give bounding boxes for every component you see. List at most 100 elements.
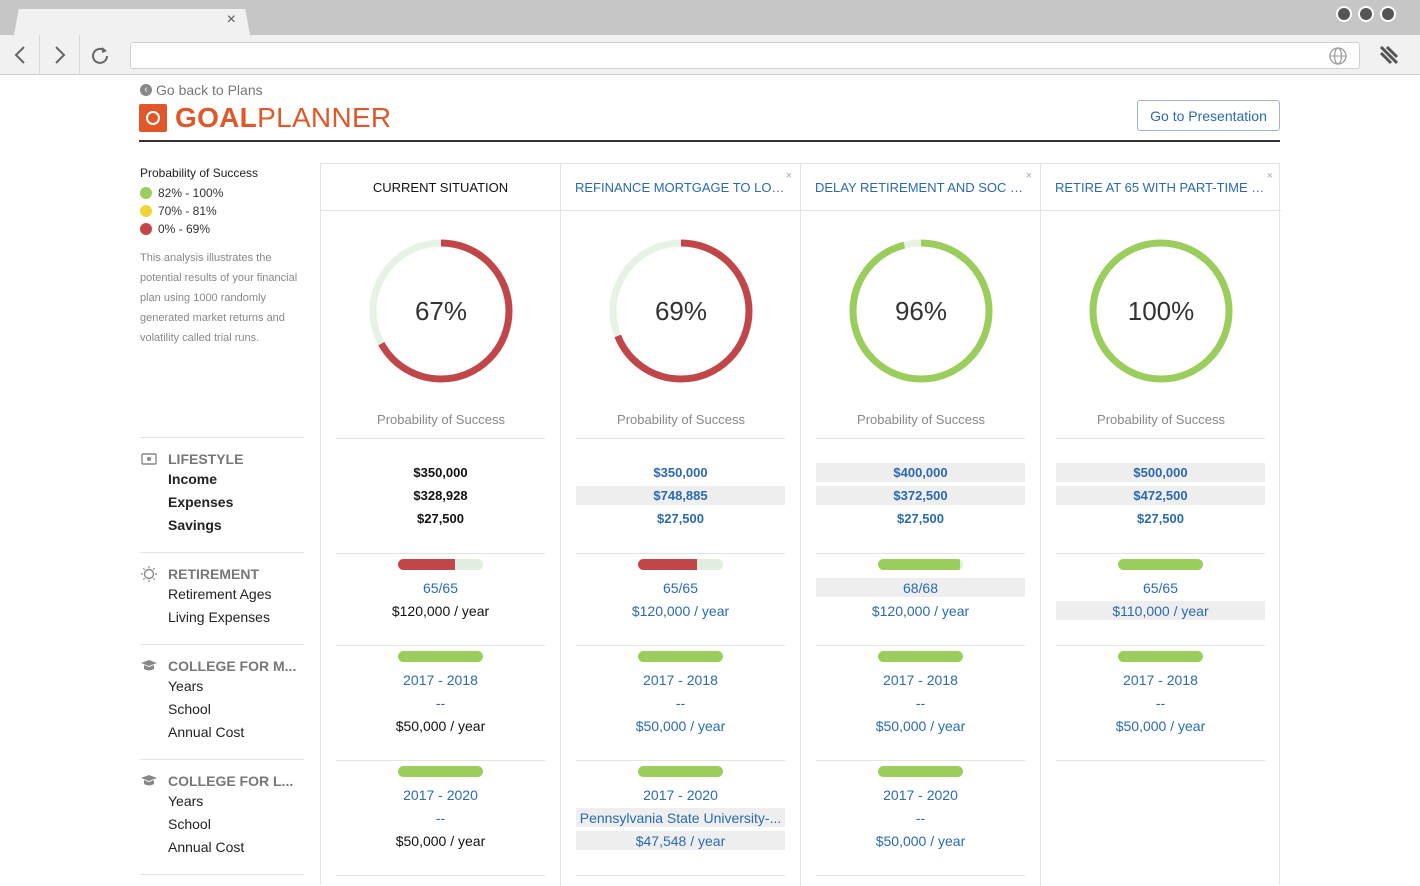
progress-fill [638, 559, 697, 570]
college-cost-value[interactable]: $50,000 / year [875, 832, 966, 849]
college-years-value[interactable]: 2017 - 2018 [1123, 671, 1198, 688]
divider [336, 438, 545, 439]
sun-icon [140, 565, 158, 582]
college-school-value[interactable]: -- [1155, 694, 1166, 711]
legend-item: 82% - 100% [140, 184, 258, 202]
header-divider [139, 140, 1280, 142]
retirement-ages-value[interactable]: 65/65 [662, 579, 699, 596]
divider [140, 759, 304, 760]
divider [816, 760, 1025, 761]
divider [140, 874, 304, 875]
close-scenario-icon[interactable]: × [1025, 170, 1032, 182]
row-label: Annual Cost [168, 724, 245, 740]
college-cost-value: $50,000 / year [395, 832, 486, 849]
progress-fill [398, 766, 483, 777]
funding-progress-bar [878, 651, 963, 662]
living-expenses-value[interactable]: $120,000 / year [631, 602, 730, 619]
window-control-icon[interactable] [1336, 6, 1352, 22]
back-nav-button[interactable] [0, 35, 40, 75]
college-years-value[interactable]: 2017 - 2020 [643, 786, 718, 803]
expenses-value[interactable]: $372,500 [816, 486, 1025, 505]
window-control-icon[interactable] [1380, 6, 1396, 22]
logo-light-text: PLANNER [257, 102, 392, 133]
browser-tab[interactable]: × [14, 9, 250, 35]
window-control-icon[interactable] [1358, 6, 1374, 22]
college-cost-value[interactable]: $50,000 / year [875, 717, 966, 734]
row-label: Income [168, 471, 218, 487]
row-label: School [168, 701, 211, 717]
tab-close-icon[interactable]: × [226, 11, 236, 28]
college-years-value[interactable]: 2017 - 2018 [883, 671, 958, 688]
divider [336, 553, 545, 554]
success-donut-chart [1089, 239, 1233, 383]
college-years-value[interactable]: 2017 - 2020 [403, 786, 478, 803]
section-lifestyle: LIFESTYLE Income Expenses Savings [140, 449, 243, 537]
divider [816, 875, 1025, 876]
savings-value[interactable]: $27,500 [1137, 511, 1184, 526]
college-school-value[interactable]: -- [435, 694, 446, 711]
probability-label: Probability of Success [1097, 412, 1225, 427]
money-icon [140, 452, 158, 465]
divider [816, 553, 1025, 554]
college-years-value[interactable]: 2017 - 2020 [883, 786, 958, 803]
goalplanner-logo: GOALPLANNER [139, 102, 391, 134]
college-school-value[interactable]: -- [675, 694, 686, 711]
college-years-value[interactable]: 2017 - 2018 [403, 671, 478, 688]
back-to-plans-link[interactable]: ‹ Go back to Plans [140, 82, 263, 98]
progress-fill [1118, 559, 1203, 570]
divider [1056, 438, 1265, 439]
income-value[interactable]: $350,000 [653, 465, 708, 480]
section-header: LIFESTYLE [140, 449, 243, 468]
close-scenario-icon[interactable]: × [785, 170, 792, 182]
url-input[interactable] [130, 42, 1360, 69]
expenses-value[interactable]: $472,500 [1056, 486, 1265, 505]
forward-nav-button[interactable] [40, 35, 80, 75]
retirement-ages-value[interactable]: 65/65 [422, 579, 459, 596]
college-cost-value[interactable]: $50,000 / year [1115, 717, 1206, 734]
funding-progress-bar [398, 766, 483, 777]
retirement-ages-value[interactable]: 65/65 [1142, 579, 1179, 596]
college-cost-value[interactable]: $50,000 / year [635, 717, 726, 734]
legend-label: 82% - 100% [158, 186, 224, 200]
section-title: LIFESTYLE [168, 450, 244, 467]
divider [336, 645, 545, 646]
probability-value: 96% [894, 296, 948, 326]
income-value[interactable]: $400,000 [816, 463, 1025, 482]
logo-icon [139, 104, 167, 132]
college-cost-value[interactable]: $47,548 / year [576, 831, 785, 850]
college-school-value[interactable]: -- [915, 809, 926, 826]
savings-value[interactable]: $27,500 [897, 511, 944, 526]
donut-arc [609, 239, 753, 383]
income-value[interactable]: $500,000 [1056, 463, 1265, 482]
scenario-title[interactable]: RETIRE AT 65 WITH PART-TIME C... [1041, 164, 1281, 211]
probability-label: Probability of Success [857, 412, 985, 427]
legend-title: Probability of Success [140, 166, 259, 180]
row-label: Living Expenses [168, 609, 270, 625]
college-years-value[interactable]: 2017 - 2018 [643, 671, 718, 688]
section-college-2: COLLEGE FOR L... Years School Annual Cos… [140, 771, 293, 859]
savings-value[interactable]: $27,500 [657, 511, 704, 526]
reload-icon [92, 47, 108, 64]
reload-button[interactable] [80, 35, 120, 75]
divider [140, 644, 304, 645]
probability-label: Probability of Success [617, 412, 745, 427]
college-school-value[interactable]: -- [435, 809, 446, 826]
go-to-presentation-button[interactable]: Go to Presentation [1137, 100, 1280, 131]
graduation-cap-icon [140, 659, 158, 672]
progress-fill [878, 559, 960, 570]
funding-progress-bar [878, 766, 963, 777]
scenario-title[interactable]: DELAY RETIREMENT AND SOC SE... [801, 164, 1040, 211]
divider [336, 760, 545, 761]
college-school-value[interactable]: -- [915, 694, 926, 711]
expenses-value[interactable]: $748,885 [576, 486, 785, 505]
living-expenses-value[interactable]: $110,000 / year [1056, 601, 1265, 620]
college-school-value[interactable]: Pennsylvania State University-... [576, 808, 785, 827]
close-scenario-icon[interactable]: × [1266, 170, 1273, 182]
scenario-title[interactable]: REFINANCE MORTGAGE TO LOW... [561, 164, 800, 211]
retirement-ages-value[interactable]: 68/68 [816, 578, 1025, 597]
success-legend: Probability of Success 82% - 100% 70% - … [140, 166, 258, 238]
extension-icon[interactable] [1378, 44, 1400, 66]
section-college-1: COLLEGE FOR M... Years School Annual Cos… [140, 656, 296, 744]
living-expenses-value[interactable]: $120,000 / year [871, 602, 970, 619]
yellow-dot-icon [140, 205, 152, 217]
